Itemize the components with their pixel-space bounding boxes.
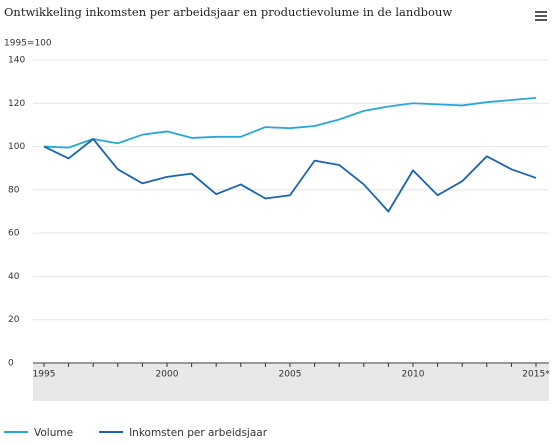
- legend-label: Volume: [34, 427, 73, 439]
- x-tick-label: 2010: [402, 370, 425, 380]
- y-tick-label: 0: [8, 359, 14, 369]
- y-axis-label: 1995=100: [4, 39, 52, 49]
- y-tick-label: 60: [8, 229, 20, 239]
- y-tick-label: 80: [8, 185, 20, 195]
- y-tick-label: 20: [8, 315, 20, 325]
- menu-bar: [535, 19, 547, 21]
- y-tick-label: 140: [8, 56, 25, 66]
- menu-bar: [535, 11, 547, 13]
- x-tick-label: 2015*: [522, 370, 550, 380]
- y-tick-label: 120: [8, 99, 25, 109]
- x-axis-band: [33, 364, 549, 401]
- series-line: [43, 96, 537, 149]
- x-tick-label: 2005: [279, 370, 302, 380]
- legend-label: Inkomsten per arbeidsjaar: [129, 427, 268, 439]
- y-tick-label: 100: [8, 142, 25, 152]
- menu-bar: [535, 15, 547, 17]
- series-line: [43, 138, 537, 213]
- chart-title: Ontwikkeling inkomsten per arbeidsjaar e…: [4, 5, 452, 19]
- y-tick-label: 40: [8, 272, 20, 282]
- x-tick-label: 1995: [33, 370, 56, 380]
- menu-icon[interactable]: [535, 11, 547, 21]
- x-tick-label: 2000: [156, 370, 179, 380]
